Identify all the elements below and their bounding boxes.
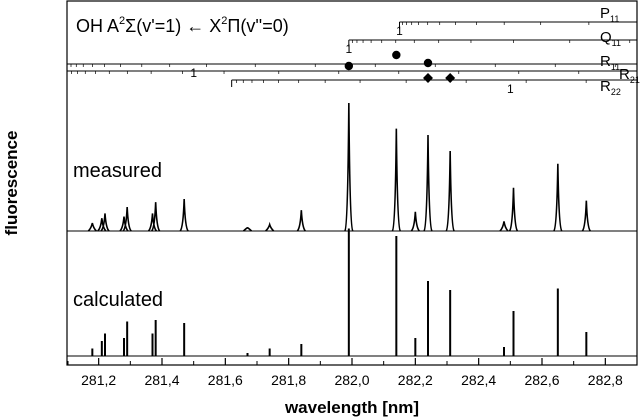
- x-axis-label: wavelength [nm]: [284, 398, 419, 417]
- branch-label-subscript: 21: [630, 75, 640, 85]
- peak-dot-marker: [345, 62, 353, 70]
- branch-rotational-number: 1: [507, 82, 514, 96]
- branch-label: Q11: [600, 29, 621, 48]
- measured-peak: [297, 210, 305, 231]
- x-tick-label: 282,8: [588, 372, 623, 388]
- branch-label-name: R: [600, 78, 611, 95]
- measured-peak: [392, 129, 400, 231]
- branch-label-subscript: 11: [612, 38, 621, 48]
- series-label-measured: measured: [73, 160, 162, 182]
- x-axis: 281,2 281,4 281,6 281,8 282,0 282,2 282,4 282,6…: [68, 358, 623, 388]
- title-suffix: Π(v''=0): [227, 16, 288, 36]
- measured-peak: [88, 223, 96, 231]
- measured-peak: [554, 164, 562, 231]
- x-tick-label: 281,4: [144, 372, 179, 388]
- title-mid: Σ(v'=1) ← X: [125, 16, 221, 36]
- measured-peak: [180, 199, 188, 231]
- branch-label: R22: [600, 78, 621, 97]
- branch-label-name: Q: [600, 29, 612, 46]
- branch-label-name: P: [600, 5, 610, 22]
- peak-diamond-marker: [445, 73, 455, 83]
- x-tick-label: 282,0: [334, 372, 369, 388]
- branch-rotational-number: 1: [190, 66, 197, 80]
- x-tick-label: 281,8: [271, 372, 306, 388]
- branch-label-subscript: 11: [610, 14, 619, 24]
- measured-peak: [446, 151, 454, 231]
- peak-annotations: [345, 51, 456, 83]
- spectrum-traces: [67, 103, 637, 356]
- y-axis-label: fluorescence: [2, 131, 21, 236]
- peak-diamond-marker: [423, 73, 433, 83]
- branch-rotational-number: 1: [345, 42, 352, 56]
- peak-dot-marker: [392, 51, 400, 59]
- measured-peak: [500, 221, 508, 231]
- branch-label: R11: [600, 53, 620, 72]
- branch-label-name: R: [600, 53, 611, 70]
- branch-rotational-number: 1: [396, 24, 403, 38]
- chart-title: OH A2Σ(v'=1) ← X2Π(v''=0): [76, 15, 289, 36]
- measured-peak: [582, 201, 590, 231]
- series-label-calculated: calculated: [73, 289, 163, 311]
- peak-dot-marker: [424, 59, 432, 67]
- branch-label: P11: [600, 5, 619, 24]
- x-tick-label: 282,4: [461, 372, 496, 388]
- measured-peak: [424, 135, 432, 231]
- measured-peak: [345, 103, 353, 231]
- x-tick-label: 282,6: [524, 372, 559, 388]
- x-tick-label: 282,2: [398, 372, 433, 388]
- branch-label-name: R: [619, 66, 630, 83]
- branch-label-subscript: 22: [611, 87, 621, 97]
- title-prefix: OH A: [76, 16, 119, 36]
- x-tick-label: 281,2: [81, 372, 116, 388]
- x-tick-label: 281,6: [208, 372, 243, 388]
- measured-peak: [510, 188, 518, 231]
- measured-peak: [266, 225, 274, 231]
- measured-peak: [411, 212, 419, 231]
